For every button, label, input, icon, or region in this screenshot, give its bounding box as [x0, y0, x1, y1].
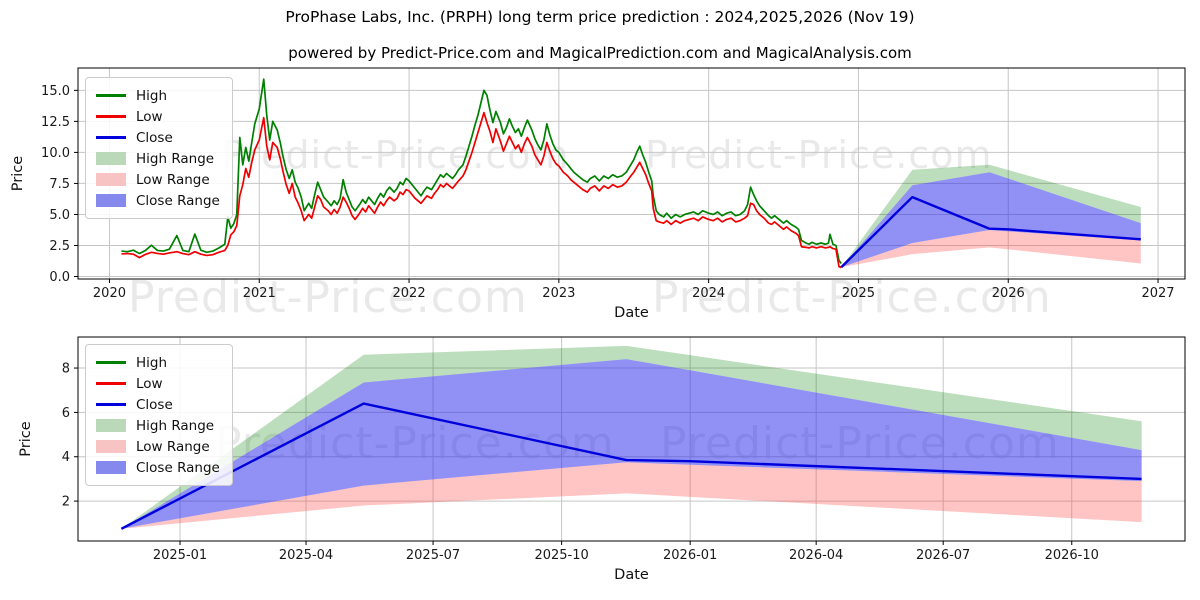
band-close-range: [841, 172, 1141, 268]
y-tick-label: 0.0: [49, 270, 70, 285]
legend-item-label: Close Range: [136, 459, 220, 476]
legend-item-label: Low Range: [136, 171, 210, 188]
legend-item-label: High: [136, 87, 168, 104]
legend-patch-swatch: [96, 419, 126, 432]
y-tick-label: 4: [62, 450, 70, 465]
legend-item-high-range: High Range: [96, 415, 220, 436]
x-tick-label: 2026-01: [663, 548, 717, 563]
legend-line-swatch: [96, 136, 126, 139]
legend-line-swatch: [96, 403, 126, 406]
legend-item-label: High: [136, 354, 168, 371]
legend-item-low-range: Low Range: [96, 169, 220, 190]
legend-top-chart: High Low Close High Range Low Range Close Ran…: [85, 77, 233, 219]
watermark-text: Predict-Price.com: [652, 272, 1052, 323]
legend-item-label: High Range: [136, 150, 215, 167]
x-tick-label: 2020: [93, 286, 126, 301]
x-tick-label: 2023: [542, 286, 575, 301]
x-tick-label: 2021: [243, 286, 276, 301]
legend-item-label: Close: [136, 396, 173, 413]
legend-item-close: Close: [96, 127, 220, 148]
series-close-forecast-line: [840, 195, 1141, 269]
legend-item-low-range: Low Range: [96, 436, 220, 457]
legend-patch-swatch: [96, 173, 126, 186]
x-tick-label: 2025: [842, 286, 875, 301]
y-tick-label: 10.0: [41, 146, 70, 161]
y-tick-label: 2: [62, 495, 70, 510]
plot-frame: [77, 67, 1186, 280]
legend-line-swatch: [96, 361, 126, 364]
x-tick-label: 2026-07: [916, 548, 970, 563]
forecast-chart: 2025-01 2025-04 2025-07 2025-10 2026-01 2026-…: [18, 336, 1186, 583]
legend-item-high-range: High Range: [96, 148, 220, 169]
legend-line-swatch: [96, 115, 126, 118]
x-tick-label: 2025-07: [406, 548, 460, 563]
x-axis-label: Date: [614, 305, 649, 321]
band-low-range: [121, 462, 1142, 529]
x-axis-label: Date: [614, 567, 649, 583]
legend-line-swatch: [96, 382, 126, 385]
legend-item-label: Low Range: [136, 438, 210, 455]
band-close-range: [121, 359, 1142, 529]
legend-patch-swatch: [96, 194, 126, 207]
legend-patch-swatch: [96, 461, 126, 474]
x-tick-label: 2025-04: [279, 548, 333, 563]
x-tick-label: 2027: [1141, 286, 1174, 301]
x-tick-label: 2026-04: [789, 548, 843, 563]
legend-item-close-range: Close Range: [96, 457, 220, 478]
y-tick-label: 2.5: [49, 239, 70, 254]
figure-title: ProPhase Labs, Inc. (PRPH) long term pri…: [285, 8, 915, 26]
band-low-range: [841, 229, 1141, 268]
legend-patch-swatch: [96, 440, 126, 453]
legend-patch-swatch: [96, 152, 126, 165]
legend-item-label: High Range: [136, 417, 215, 434]
x-tick-label: 2025-10: [534, 548, 588, 563]
band-high-range: [841, 164, 1141, 268]
legend-item-high: High: [96, 352, 220, 373]
legend-item-label: Close Range: [136, 192, 220, 209]
y-axis-label: Price: [10, 156, 26, 191]
band-high-range: [121, 345, 1142, 529]
legend-item-low: Low: [96, 106, 220, 127]
x-tick-label: 2026: [992, 286, 1025, 301]
series-close-forecast-line: [120, 402, 1142, 530]
x-tick-label: 2026-10: [1045, 548, 1099, 563]
plot-frame: [77, 336, 1186, 542]
legend-item-label: Close: [136, 129, 173, 146]
y-tick-label: 5.0: [49, 208, 70, 223]
legend-item-low: Low: [96, 373, 220, 394]
series-high-line: [121, 78, 842, 264]
legend-item-label: Low: [136, 108, 163, 125]
figure-subtitle: powered by Predict-Price.com and Magical…: [288, 44, 912, 62]
y-tick-label: 8: [62, 362, 70, 377]
x-tick-label: 2025-01: [153, 548, 207, 563]
series-low-line: [121, 111, 842, 269]
legend-bottom-chart: High Low Close High Range Low Range Close Ran…: [85, 344, 233, 486]
legend-item-close: Close: [96, 394, 220, 415]
y-tick-label: 6: [62, 406, 70, 421]
y-tick-label: 7.5: [49, 177, 70, 192]
y-tick-label: 15.0: [41, 84, 70, 99]
y-axis-label: Price: [18, 421, 34, 456]
legend-item-close-range: Close Range: [96, 190, 220, 211]
legend-item-label: Low: [136, 375, 163, 392]
legend-item-high: High: [96, 85, 220, 106]
x-tick-label: 2024: [692, 286, 725, 301]
legend-line-swatch: [96, 94, 126, 97]
watermark-text: Predict-Price.com: [645, 133, 993, 177]
x-tick-label: 2022: [393, 286, 426, 301]
history-chart: 2020 2021 2022 2023 2024 2025 2026 2027 0.0 2.5 5.…: [10, 67, 1186, 321]
watermark-text: Predict-Price.com: [128, 272, 528, 323]
y-tick-label: 12.5: [41, 115, 70, 130]
